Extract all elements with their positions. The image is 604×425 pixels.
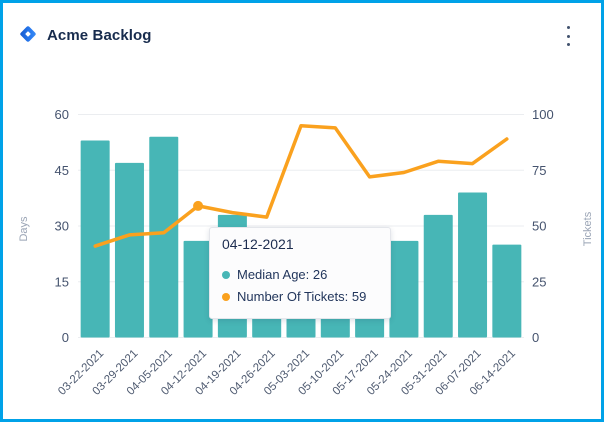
chart-tooltip: 04-12-2021 Median Age: 26 Number Of Tick…	[209, 227, 391, 319]
tooltip-tickets-text: Number Of Tickets: 59	[237, 289, 367, 304]
kebab-menu-icon[interactable]	[559, 25, 577, 47]
jira-diamond-logo-icon	[20, 26, 36, 42]
bar-median-age-05-31-2021[interactable]	[423, 214, 453, 338]
hovered-point-marker	[193, 200, 204, 211]
bar-median-age-04-26-2021[interactable]	[252, 315, 282, 338]
bar-median-age-04-05-2021[interactable]	[149, 136, 179, 338]
tooltip-date-title: 04-12-2021	[222, 236, 294, 252]
bar-median-age-05-03-2021[interactable]	[286, 315, 316, 338]
left-axis-tick-60: 60	[55, 107, 69, 122]
bar-median-age-05-24-2021[interactable]	[389, 240, 419, 338]
tickets-line[interactable]	[93, 123, 509, 248]
bar-median-age-03-29-2021[interactable]	[114, 162, 144, 338]
left-axis-name: Days	[18, 216, 30, 242]
median-age-dot-icon	[222, 271, 230, 279]
tooltip-median-age-row: Median Age: 26	[222, 264, 378, 286]
bar-median-age-06-07-2021[interactable]	[458, 192, 488, 338]
right-axis-name: Tickets	[582, 211, 594, 246]
left-axis-tick-0: 0	[62, 330, 69, 345]
right-axis-tick-75: 75	[532, 163, 546, 178]
right-axis-tick-100: 100	[532, 107, 554, 122]
tooltip-tickets-row: Number Of Tickets: 59	[222, 286, 378, 308]
tickets-dot-icon	[222, 293, 230, 301]
right-axis-tick-25: 25	[532, 274, 546, 289]
widget-header: Acme Backlog	[3, 3, 601, 61]
tooltip-median-age-text: Median Age: 26	[237, 267, 328, 282]
left-axis-tick-15: 15	[55, 274, 69, 289]
bar-median-age-05-17-2021[interactable]	[355, 315, 385, 338]
widget-title: Acme Backlog	[47, 27, 152, 44]
bar-median-age-05-10-2021[interactable]	[320, 315, 350, 338]
bar-median-age-04-12-2021[interactable]	[183, 240, 213, 338]
bar-median-age-03-22-2021[interactable]	[80, 140, 110, 338]
right-axis-tick-50: 50	[532, 219, 546, 234]
right-axis-tick-0: 0	[532, 330, 539, 345]
left-axis-tick-45: 45	[55, 163, 69, 178]
left-axis-tick-30: 30	[55, 219, 69, 234]
bar-median-age-06-14-2021[interactable]	[492, 244, 522, 338]
